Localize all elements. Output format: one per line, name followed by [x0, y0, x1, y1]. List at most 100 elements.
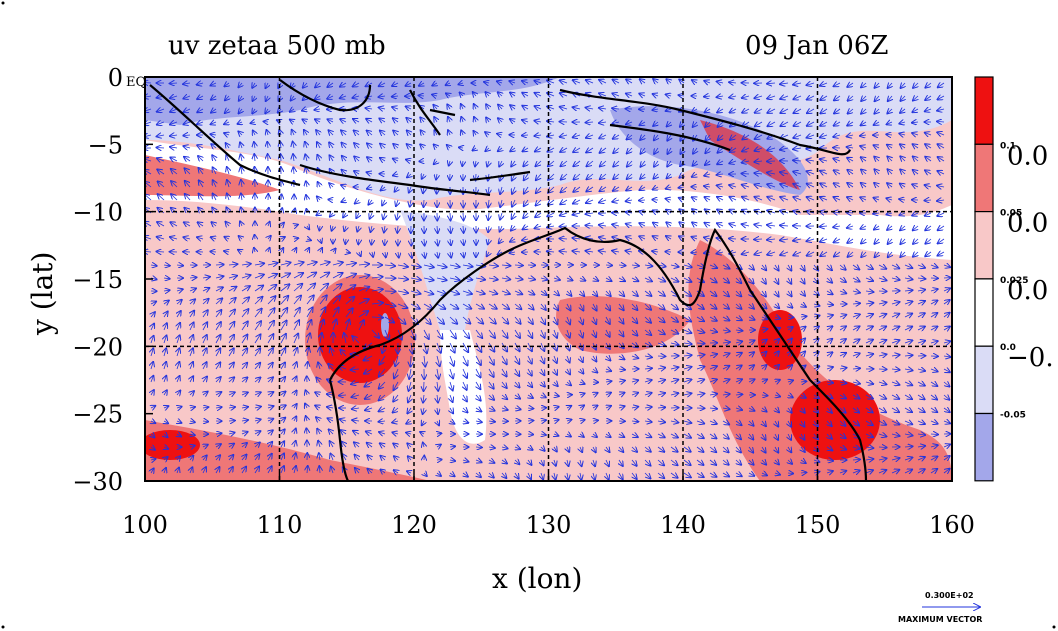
wind-vector — [780, 172, 789, 174]
wind-vector — [328, 119, 334, 122]
wind-vector — [213, 167, 216, 175]
chart-time-label: 09 Jan 06Z — [745, 31, 888, 61]
wind-vector — [185, 181, 191, 188]
wind-vector — [498, 105, 502, 109]
wind-vector — [937, 109, 945, 111]
wind-vector — [599, 200, 607, 203]
wind-vector — [913, 96, 918, 101]
wind-vector — [536, 199, 542, 206]
wind-vector — [157, 252, 165, 253]
wind-vector — [900, 96, 905, 101]
wind-vector — [860, 135, 867, 136]
wind-vector — [474, 104, 476, 109]
wind-vector — [450, 212, 451, 220]
wind-vector — [157, 109, 165, 112]
wind-vector — [640, 79, 645, 83]
wind-vector — [327, 83, 334, 87]
wind-vector — [292, 130, 294, 135]
wind-vector — [474, 131, 477, 135]
wind-vector — [767, 184, 776, 187]
wind-vector — [215, 265, 224, 266]
wind-vector — [599, 135, 607, 138]
wind-vector — [755, 210, 763, 213]
wind-vector — [157, 158, 165, 161]
wind-vector — [535, 213, 542, 217]
wind-vector — [729, 96, 737, 98]
wind-vector — [886, 198, 893, 200]
wind-vector — [705, 148, 710, 153]
wind-vector — [639, 200, 646, 201]
wind-vector — [705, 135, 710, 141]
wind-vector — [666, 210, 671, 213]
wind-vector — [874, 109, 879, 114]
wind-vector — [393, 118, 398, 122]
wind-vector — [510, 119, 515, 122]
wind-vector — [742, 185, 750, 187]
wind-vector — [510, 239, 515, 242]
wind-vector — [499, 161, 502, 167]
wind-vector — [729, 224, 737, 226]
wind-vector — [184, 222, 191, 226]
wind-vector — [600, 174, 607, 179]
wind-vector — [820, 96, 828, 100]
wind-vector — [411, 355, 412, 367]
wind-vector — [718, 148, 724, 153]
wind-vector — [794, 122, 802, 126]
wind-vector — [705, 161, 710, 165]
wind-vector — [211, 222, 216, 226]
wind-vector — [225, 109, 229, 113]
wind-vector — [356, 213, 359, 218]
wind-vector — [536, 186, 541, 193]
wind-vector — [330, 155, 334, 162]
y-tick-label: −5 — [88, 131, 123, 159]
positive-strong-west — [145, 155, 280, 197]
wind-vector — [626, 94, 633, 97]
wind-vector — [780, 83, 789, 84]
wind-vector — [861, 183, 866, 187]
wind-vector — [767, 96, 776, 99]
wind-vector — [780, 96, 789, 99]
wind-vector — [524, 199, 528, 206]
wind-vector — [848, 96, 853, 101]
max-vector-value: 0.300E+02 — [925, 591, 974, 600]
wind-vector — [730, 109, 737, 113]
wind-vector — [157, 169, 165, 174]
wind-vector — [268, 208, 269, 213]
wind-vector — [211, 83, 217, 86]
wind-vector — [834, 96, 841, 100]
wind-vector — [547, 213, 555, 216]
wind-vector — [500, 186, 502, 194]
wind-vector — [145, 159, 152, 161]
wind-vector — [679, 187, 685, 188]
wind-vector — [693, 122, 697, 127]
wind-vector — [497, 81, 502, 83]
wind-vector — [197, 83, 204, 85]
wind-vector — [573, 148, 581, 152]
wind-vector — [522, 93, 529, 96]
wind-vector — [754, 173, 763, 174]
wind-vector — [820, 135, 828, 137]
wind-vector — [171, 194, 178, 201]
wind-vector — [793, 148, 802, 149]
wind-vector — [561, 173, 568, 180]
wind-vector — [488, 225, 489, 232]
colorbar-swatch — [974, 345, 994, 415]
wind-vector — [925, 226, 932, 230]
wind-vector — [183, 96, 191, 99]
wind-vector — [511, 161, 515, 166]
colorbar-swatch — [974, 143, 994, 213]
wind-vector — [875, 96, 879, 101]
wind-vector — [599, 80, 607, 83]
wind-vector — [654, 174, 659, 179]
wind-vector — [730, 135, 737, 140]
wind-vector — [586, 187, 594, 192]
wind-vector — [226, 222, 230, 226]
wind-vector — [780, 184, 789, 187]
wind-vector — [612, 200, 620, 202]
wind-vector — [512, 212, 515, 219]
wind-vector — [345, 239, 346, 244]
wind-vector — [793, 160, 802, 161]
wind-vector — [560, 80, 568, 83]
wind-vector — [241, 180, 242, 188]
wind-vector — [612, 93, 620, 96]
